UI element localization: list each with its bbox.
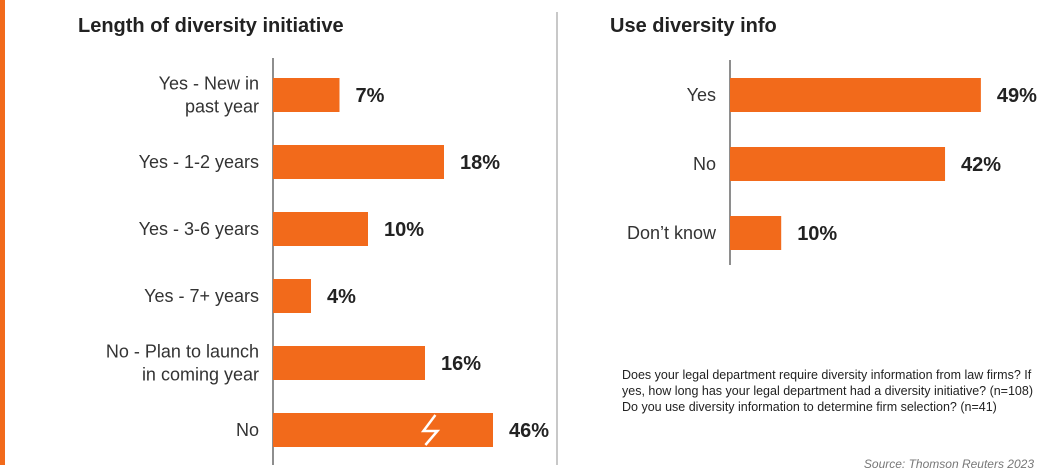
bar-no: [273, 413, 493, 447]
category-label-yes-7-years: Yes - 7+ years: [144, 286, 259, 306]
bar-yes-1-2-years: [273, 145, 444, 179]
category-label-no: No: [693, 154, 716, 174]
bar-no: [730, 147, 946, 181]
bar-yes: [730, 78, 981, 112]
category-label-yes: Yes: [687, 85, 716, 105]
value-label-yes-7-years: 4%: [327, 286, 356, 308]
category-label-yes-new-in-past-year: past year: [185, 97, 259, 117]
value-label-yes-3-6-years: 10%: [384, 219, 424, 241]
bar-yes-new-in-past-year: [273, 78, 340, 112]
panel-divider: [556, 12, 558, 465]
category-label-yes-3-6-years: Yes - 3-6 years: [139, 219, 259, 239]
category-label-don-t-know: Don’t know: [627, 223, 717, 243]
category-label-yes-1-2-years: Yes - 1-2 years: [139, 152, 259, 172]
value-label-yes-new-in-past-year: 7%: [356, 85, 385, 107]
value-label-don-t-know: 10%: [797, 223, 837, 245]
bar-yes-3-6-years: [273, 212, 368, 246]
category-label-no-plan-to-launch-in-coming-year: No - Plan to launch: [106, 342, 259, 362]
value-label-yes-1-2-years: 18%: [460, 152, 500, 174]
category-label-no: No: [236, 420, 259, 440]
category-label-no-plan-to-launch-in-coming-year: in coming year: [142, 365, 259, 385]
bar-yes-7-years: [273, 279, 311, 313]
left-chart-title: Length of diversity initiative: [78, 15, 344, 37]
right-chart-title: Use diversity info: [610, 15, 777, 37]
source-credit: Source: Thomson Reuters 2023: [863, 457, 1034, 471]
axis-break-icon: [420, 414, 441, 446]
value-label-yes: 49%: [997, 85, 1037, 107]
category-label-yes-new-in-past-year: Yes - New in: [159, 74, 259, 94]
value-label-no-plan-to-launch-in-coming-year: 16%: [441, 353, 481, 375]
bar-no-plan-to-launch-in-coming-year: [273, 346, 425, 380]
left-chart: 7% Yes - New in past year 18% Yes - 1-2 year…: [106, 58, 549, 465]
survey-note: Does your legal department require diver…: [622, 368, 1033, 414]
bar-don-t-know: [730, 216, 782, 250]
value-label-no: 42%: [961, 154, 1001, 176]
left-accent-bar: [0, 0, 5, 465]
value-label-no: 46%: [509, 420, 549, 442]
